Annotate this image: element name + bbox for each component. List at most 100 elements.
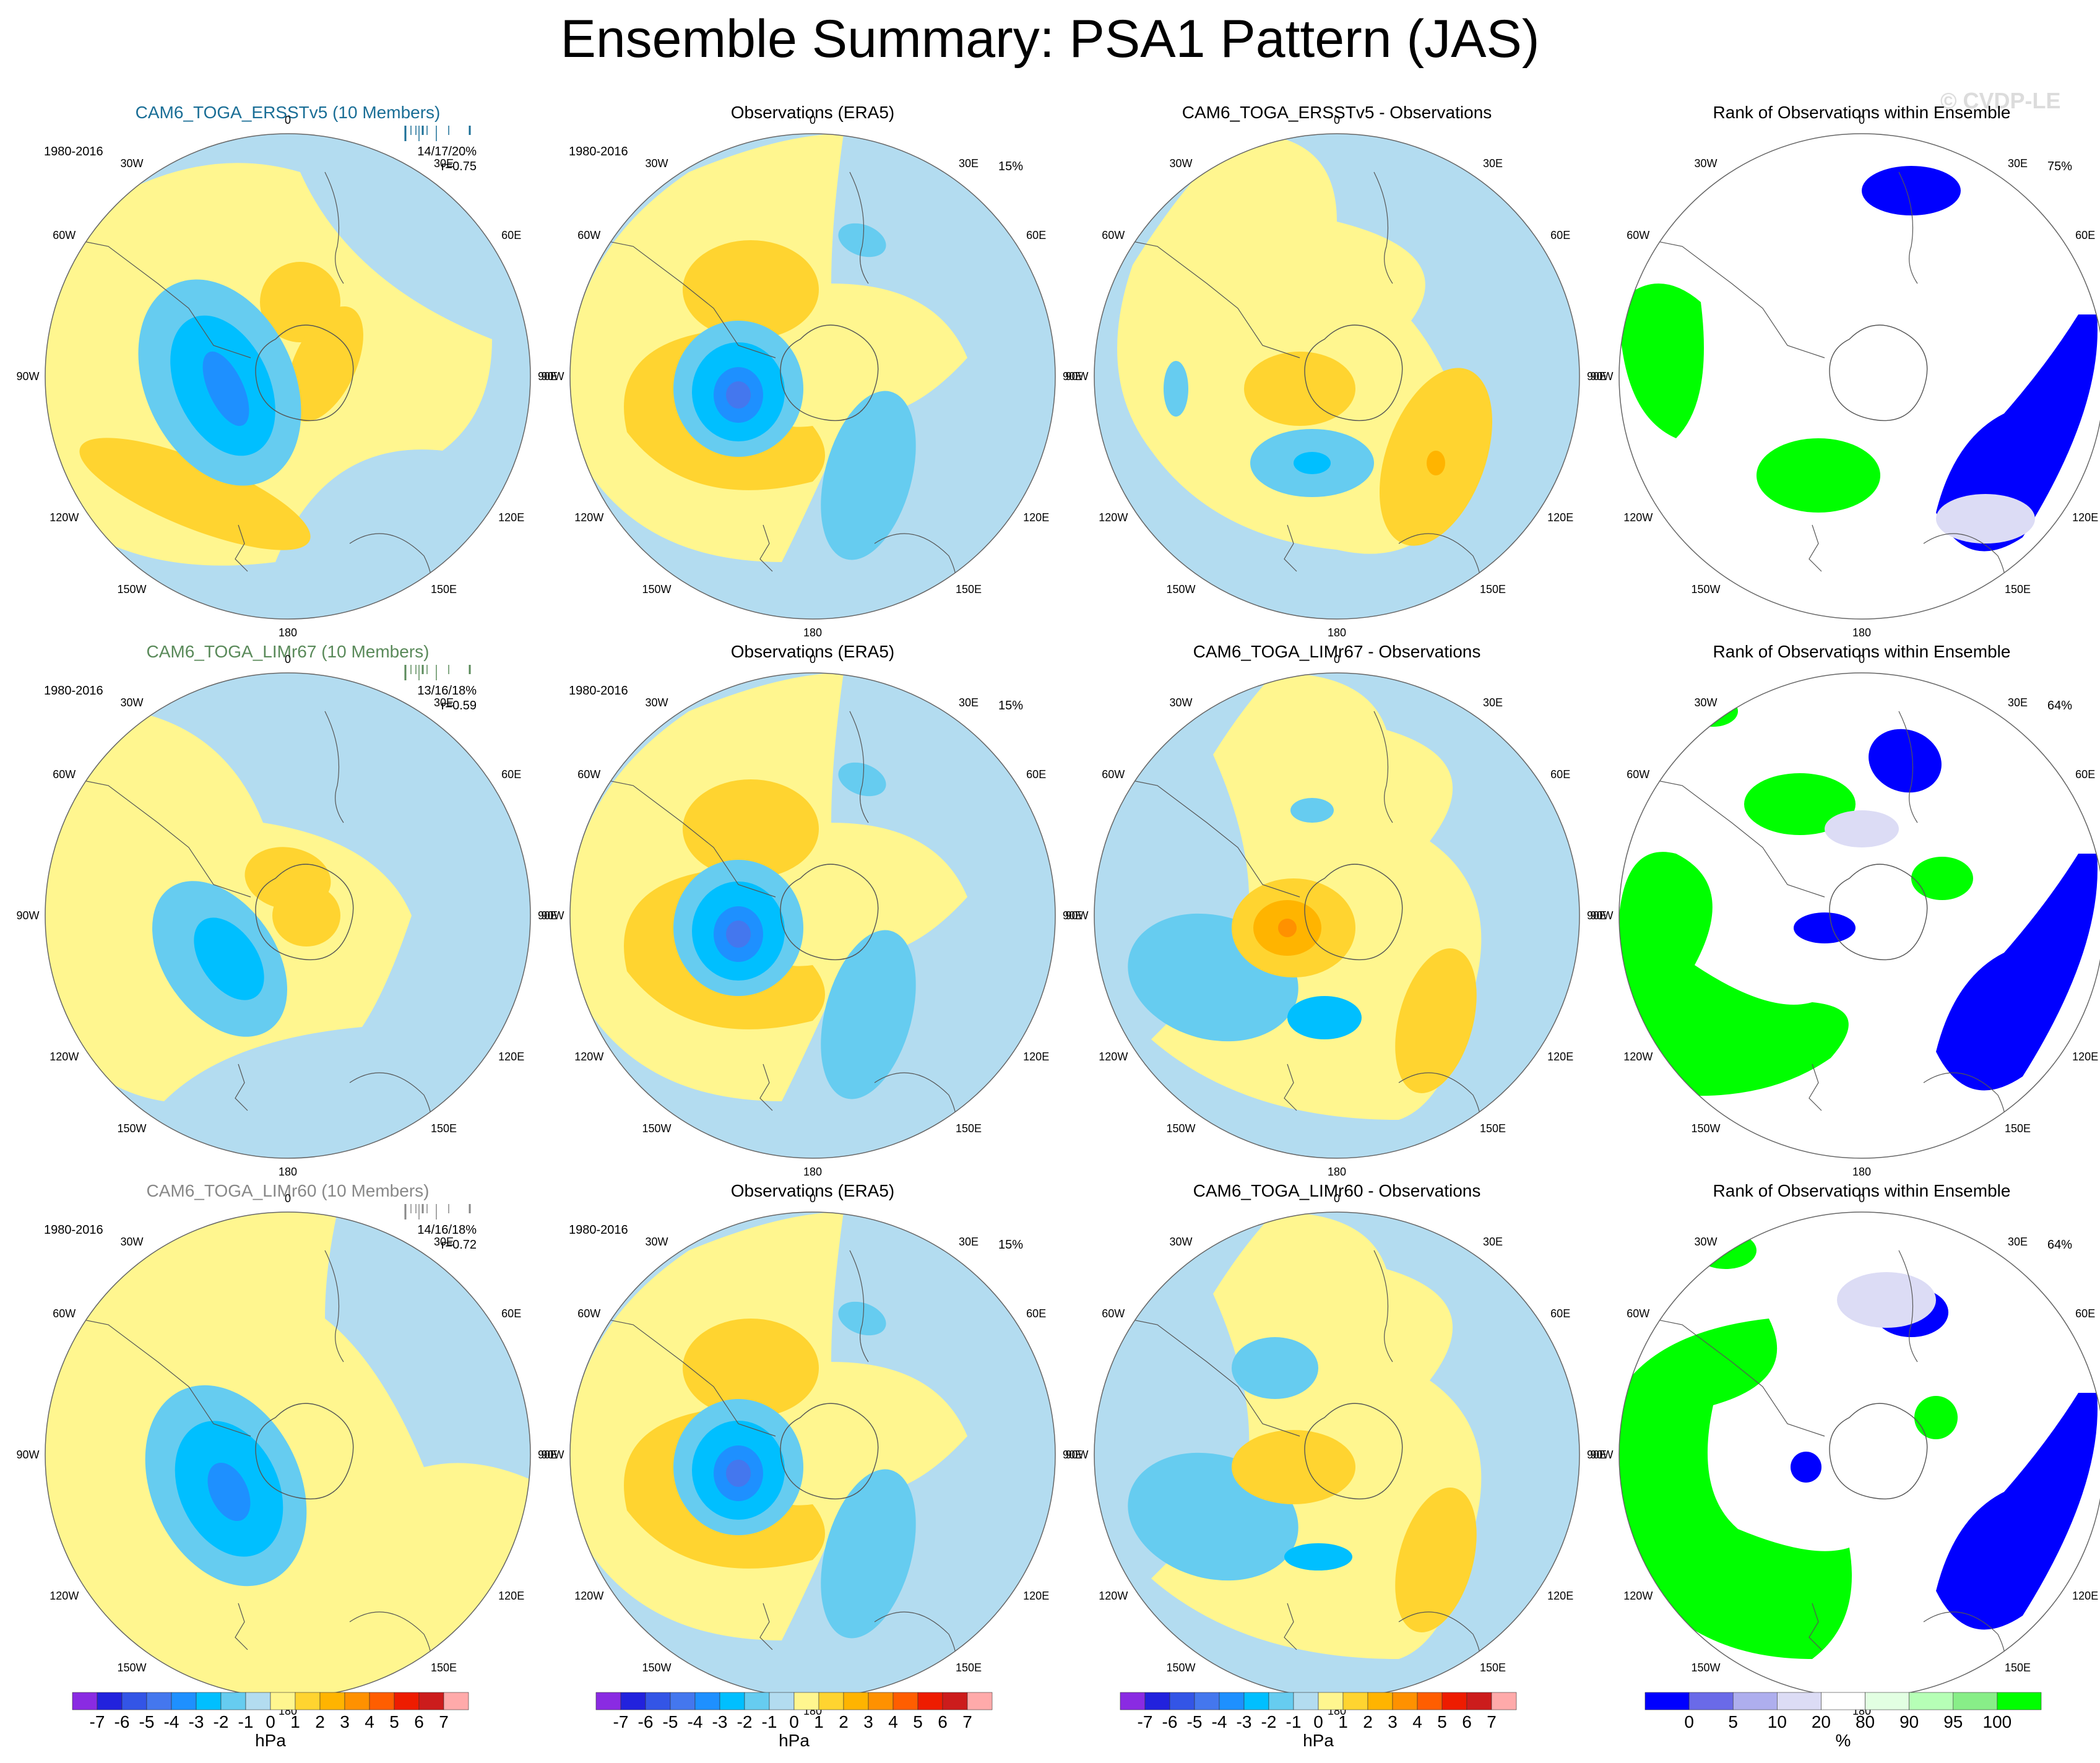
longitude-label: 120W <box>1623 1589 1653 1602</box>
south-america-coastline <box>1620 233 1825 358</box>
contour-region <box>272 885 340 946</box>
longitude-label: 90W <box>541 909 564 922</box>
longitude-label: 90W <box>1590 370 1614 383</box>
longitude-label: 150E <box>2004 583 2031 596</box>
longitude-label: 180 <box>1852 1166 1872 1178</box>
colorbar-tick-label: 3 <box>1388 1712 1398 1731</box>
pattern-correlation: r=0.72 <box>441 1238 477 1252</box>
longitude-label: 0 <box>284 1192 291 1205</box>
map-field <box>1094 134 1579 619</box>
africa-coastline <box>1373 171 1393 284</box>
map-field <box>1619 673 2100 1158</box>
longitude-label: 90W <box>16 370 40 383</box>
colorbar-tick-label: -1 <box>238 1712 254 1731</box>
longitude-label: 30E <box>433 696 454 709</box>
contour-region <box>1427 451 1445 475</box>
longitude-label: 30W <box>645 157 668 170</box>
colorbar-swatch <box>270 1692 296 1710</box>
antarctica-coastline <box>255 864 354 961</box>
colorbar-swatch <box>1441 1692 1467 1710</box>
longitude-label: 150W <box>1691 1122 1721 1135</box>
map-field <box>45 1212 530 1697</box>
colorbar-swatch <box>220 1692 246 1710</box>
longitude-label: 150W <box>1166 1122 1196 1135</box>
copyright-watermark: © CVDP-LE <box>1940 88 2061 113</box>
colorbar-swatch <box>295 1692 321 1710</box>
africa-coastline <box>1373 1250 1393 1362</box>
south-america-coastline <box>1095 773 1300 898</box>
percent-label: 64% <box>2047 699 2073 713</box>
contour-region <box>1911 857 1973 900</box>
longitude-label: 30E <box>2007 696 2028 709</box>
contour-region <box>838 1301 886 1336</box>
contour-region <box>287 306 363 422</box>
colorbar-tick-label: -6 <box>114 1712 130 1731</box>
longitude-label: 0 <box>284 653 291 665</box>
colorbar-tick-label: 4 <box>888 1712 898 1731</box>
longitude-label: 30W <box>1169 696 1193 709</box>
colorbar-swatch <box>1953 1692 1998 1710</box>
colorbar-tick-label: -2 <box>1261 1712 1277 1731</box>
panel-title: Observations (ERA5) <box>730 642 895 661</box>
colorbar-swatch <box>719 1692 745 1710</box>
longitude-label: 60W <box>53 768 76 781</box>
antarctica-coastline <box>780 324 879 422</box>
longitude-label: 90W <box>541 1449 564 1461</box>
south-america-coastline <box>571 773 776 898</box>
longitude-label: 90W <box>541 370 564 383</box>
colorbar-swatch <box>1219 1692 1245 1710</box>
longitude-label: 150E <box>1479 1661 1506 1674</box>
map-boundary <box>45 672 531 1159</box>
colorbar-swatch <box>1644 1692 1690 1710</box>
longitude-label: 150W <box>117 1661 147 1674</box>
panel-title: CAM6_TOGA_LIMr67 - Observations <box>1193 642 1481 661</box>
colorbar-tick-label: 7 <box>962 1712 972 1731</box>
colorbar-tick-label: -3 <box>1236 1712 1252 1731</box>
contour-region <box>726 920 751 948</box>
panel-observations <box>569 672 1056 1159</box>
pattern-correlation: r=0.59 <box>441 699 477 713</box>
colorbar-tick-label: 7 <box>439 1712 449 1731</box>
map-field <box>1094 673 1579 1158</box>
longitude-label: 60E <box>2075 768 2096 781</box>
longitude-label: 180 <box>1327 626 1347 639</box>
colorbar-swatch <box>369 1692 395 1710</box>
map-field <box>1619 1212 2100 1697</box>
colorbar-swatch <box>1491 1692 1517 1710</box>
colorbar-tick-label: 2 <box>315 1712 325 1731</box>
percent-label: 75% <box>2047 160 2073 173</box>
map-field <box>45 673 530 1158</box>
longitude-label: 120E <box>2072 1589 2099 1602</box>
contour-region <box>838 762 886 797</box>
colorbar-swatch <box>121 1692 147 1710</box>
contour-region <box>683 779 819 878</box>
colorbar-swatch <box>793 1692 819 1710</box>
longitude-label: 120W <box>50 1589 79 1602</box>
antarctica-coastline <box>255 324 354 422</box>
contour-region <box>1284 1543 1352 1570</box>
longitude-label: 60E <box>1026 229 1047 242</box>
colorbar-swatch <box>1732 1692 1778 1710</box>
new-zealand-coastline <box>1808 524 1822 572</box>
new-zealand-coastline <box>1284 524 1297 572</box>
contour-region <box>1914 1396 1958 1439</box>
contour-region <box>1287 996 1362 1039</box>
variance-stats: 13/16/18% <box>417 684 477 698</box>
colorbar-swatch <box>1417 1692 1443 1710</box>
south-america-coastline <box>571 233 776 358</box>
colorbar-tick-label: -6 <box>637 1712 654 1731</box>
panel-model-ensemble-mean <box>45 665 531 1159</box>
colorbar-swatch <box>394 1692 420 1710</box>
longitude-label: 30E <box>1482 157 1503 170</box>
longitude-label: 90E <box>537 909 558 922</box>
colorbar-tick-label: 2 <box>839 1712 849 1731</box>
panel-rank <box>1618 672 2100 1159</box>
contour-region <box>1395 1488 1477 1632</box>
panel-model-ensemble-mean <box>45 1204 531 1698</box>
panel-title: CAM6_TOGA_ERSSTv5 (10 Members) <box>135 103 441 122</box>
longitude-label: 120W <box>1099 1589 1128 1602</box>
panel-title: Rank of Observations within Ensemble <box>1713 642 2011 661</box>
longitude-label: 30W <box>120 1236 144 1249</box>
longitude-label: 90W <box>1065 370 1089 383</box>
